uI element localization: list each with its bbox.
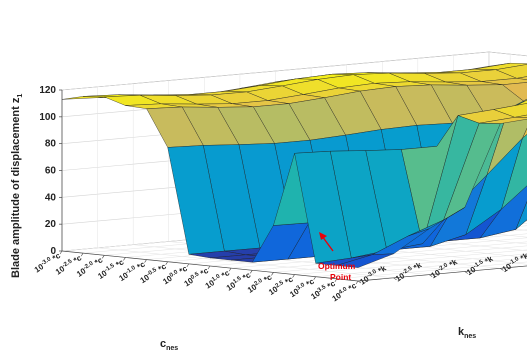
c-axis-ticks: 10-3.0 *c10-2.5 *c10-2.0 *c10-1.5 *c10-1… [33,250,359,303]
k-tick-label: 10-2.5 *k [394,260,424,283]
c-tick-mark [186,263,190,268]
surface-facet [514,114,527,118]
z-tick-label: 120 [39,85,56,96]
c-tick-mark [102,255,105,259]
c-tick-mark [123,257,126,261]
c-tick-mark [313,276,316,280]
z-tick-label: 80 [45,139,57,150]
z-tick-label: 20 [45,219,57,230]
c-axis-label: cnes [160,338,178,352]
optimum-label: Optimum [318,261,356,271]
c-tick-mark [207,265,211,270]
c-tick-mark [250,270,253,274]
surface-facet [516,76,527,81]
k-tick-mark [500,268,504,271]
optimum-arrow-head [319,232,327,240]
c-tick-mark [292,274,295,278]
c-tick-mark [355,280,359,285]
k-tick-mark [464,271,468,274]
k-tick-mark [357,280,362,284]
c-tick-mark [144,259,147,263]
optimum-annotation: Optimum Point [318,232,356,282]
z-tick-label: 40 [45,192,57,203]
surface-facet [336,253,394,268]
c-tick-mark [80,252,84,257]
k-tick-label: 10-1.0 *k [501,251,527,274]
z-tick-label: 60 [45,166,57,177]
optimum-arrow [321,235,334,252]
k-tick-label: 10-1.5 *k [465,254,495,277]
k-tick-label: 10-2.0 *k [429,257,459,280]
k-axis-line [357,265,527,282]
z-tick-label: 100 [39,112,56,123]
optimum-label-line2: Point [330,272,351,282]
z-tick-label: 0 [50,246,56,257]
k-gridline [97,86,394,279]
z-axis-ticks: 0 20 40 60 80 100 120 [39,85,63,257]
k-tick-label: 10-3.0 *k [358,263,388,286]
k-axis-label: knes [458,326,476,340]
k-tick-mark [393,277,397,281]
c-tick-mark [334,278,338,283]
c-axis-line [61,250,359,282]
c-tick-mark [228,267,232,272]
z-axis-label: Blade amplitude of displacement z1 [10,94,24,278]
c-tick-mark [271,272,274,276]
c-tick-mark [59,250,63,255]
surface-mesh [61,62,527,268]
k-tick-mark [429,274,433,277]
c-tick-mark [165,261,168,265]
